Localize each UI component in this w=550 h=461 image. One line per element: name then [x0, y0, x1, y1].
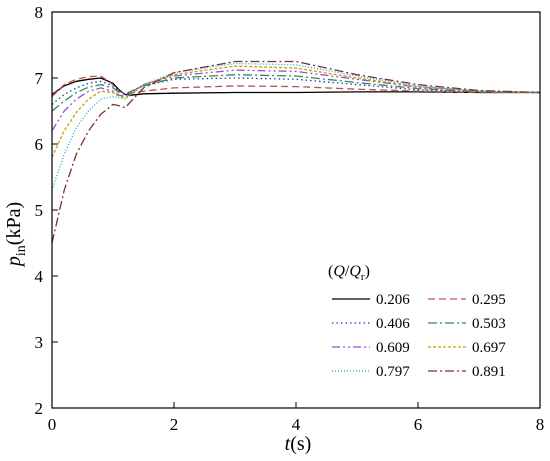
legend-label-0: 0.206: [376, 292, 410, 308]
y-tick-label: 5: [35, 201, 44, 220]
legend-label-6: 0.797: [376, 364, 410, 380]
y-tick-label: 6: [35, 135, 44, 154]
x-tick-label: 2: [170, 415, 179, 434]
y-tick-label: 8: [35, 3, 44, 22]
y-tick-label: 3: [35, 333, 44, 352]
legend-title-q: Q: [333, 263, 345, 280]
x-tick-label: 0: [48, 415, 57, 434]
series-line-6: [51, 62, 541, 191]
series-line-2: [51, 77, 541, 105]
legend-title-open: (: [328, 263, 333, 280]
legend-title-slash: /: [345, 263, 350, 280]
series-line-7: [51, 60, 541, 244]
legend-label-4: 0.609: [376, 340, 410, 356]
y-axis-label-unit: (kPa): [3, 202, 25, 245]
legend-label-2: 0.406: [376, 316, 410, 332]
y-tick-label: 2: [35, 399, 44, 418]
x-tick-label: 6: [414, 415, 423, 434]
x-tick-label: 4: [292, 415, 301, 434]
x-axis-label-unit: (s): [290, 433, 311, 455]
legend-label-5: 0.697: [472, 340, 506, 356]
legend-entries: 0.206 0.295 0.406 0.503 0.609 0.697 0.797 0.891: [332, 292, 506, 380]
series-line-5: [51, 65, 541, 158]
legend-title-sub: r: [361, 271, 365, 283]
y-tick-label: 4: [35, 267, 44, 286]
legend-label-3: 0.503: [472, 316, 506, 332]
x-axis-label-symbol: t: [285, 433, 291, 455]
series-line-3: [51, 74, 541, 112]
series-line-4: [51, 69, 541, 132]
legend-title: (Q/Qr): [328, 263, 370, 283]
y-axis-label-symbol: p: [3, 256, 25, 268]
x-tick-label: 8: [536, 415, 545, 434]
y-tick-label: 7: [35, 69, 44, 88]
legend-title-close: ): [365, 263, 370, 280]
series-line-1: [51, 75, 540, 97]
legend-title-qr: Q: [349, 263, 361, 280]
y-axis-label-subscript: in: [14, 245, 29, 256]
legend-label-1: 0.295: [472, 292, 506, 308]
y-axis-label: pin(kPa): [3, 202, 29, 268]
series-layer: [51, 60, 541, 244]
series-line-0: [51, 77, 540, 96]
x-axis-label: t(s): [285, 433, 312, 455]
legend-label-7: 0.891: [472, 364, 506, 380]
